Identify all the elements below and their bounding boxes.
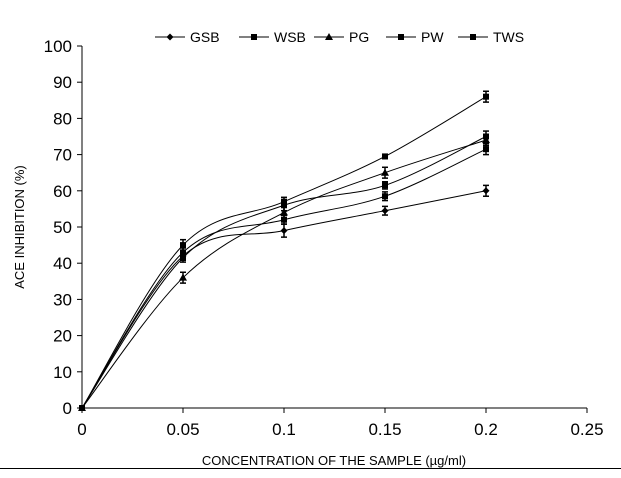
point-wsb [382, 193, 388, 200]
y-tick-label: 90 [53, 73, 72, 92]
series-line-wsb [81, 148, 487, 409]
point-gsb [482, 187, 490, 195]
y-tick-label: 80 [53, 109, 72, 128]
point-pw [483, 93, 489, 100]
x-tick-label: 0 [77, 420, 86, 439]
legend-label-wsb: WSB [274, 29, 306, 45]
x-tick-label: 0.05 [166, 420, 199, 439]
legend-label-pg: PG [349, 29, 369, 45]
x-tick-label: 0.2 [474, 420, 498, 439]
legend-marker-gsb [166, 33, 174, 41]
series-pg [78, 133, 490, 411]
series-line-pw [81, 96, 487, 409]
point-pg [280, 208, 288, 216]
legend: GSB WSB PG PW TWS [155, 29, 524, 45]
series-line-tws [81, 136, 487, 409]
point-gsb [381, 207, 389, 215]
y-tick-label: 10 [53, 363, 72, 382]
series-line-gsb [81, 190, 487, 409]
legend-label-tws: TWS [493, 29, 524, 45]
point-pg [179, 273, 187, 281]
y-tick-label: 40 [53, 254, 72, 273]
legend-item-gsb: GSB [155, 29, 220, 45]
point-tws [382, 182, 388, 189]
legend-item-pg: PG [314, 29, 369, 45]
point-tws [180, 254, 186, 261]
point-wsb [281, 216, 287, 223]
point-wsb [180, 249, 186, 256]
y-tick-label: 50 [53, 218, 72, 237]
y-tick-label: 30 [53, 290, 72, 309]
series-tws [79, 130, 489, 411]
y-tick-label: 100 [44, 37, 72, 56]
point-gsb [280, 227, 288, 235]
legend-item-wsb: WSB [239, 29, 306, 45]
point-wsb [483, 146, 489, 153]
legend-item-pw: PW [386, 29, 444, 45]
y-tick-label: 0 [63, 399, 72, 418]
legend-label-pw: PW [421, 29, 444, 45]
point-tws [483, 133, 489, 140]
legend-marker-tws [470, 34, 476, 40]
x-tick-label: 0.1 [272, 420, 296, 439]
bottom-rule [0, 468, 621, 469]
point-tws [79, 405, 85, 411]
point-pg [381, 168, 389, 176]
point-tws [281, 202, 287, 209]
legend-label-gsb: GSB [190, 29, 220, 45]
legend-marker-pg [325, 33, 333, 40]
legend-item-tws: TWS [458, 29, 524, 45]
series-wsb [79, 142, 489, 411]
x-axis: 0 0.05 0.1 0.15 0.2 0.25 [77, 407, 604, 439]
series-line-pg [81, 139, 487, 409]
point-pw [180, 242, 186, 249]
y-axis: 0 10 20 30 40 50 60 70 80 90 100 [44, 37, 83, 418]
y-tick-label: 60 [53, 182, 72, 201]
y-tick-label: 20 [53, 327, 72, 346]
legend-marker-pw [398, 34, 404, 40]
y-tick-label: 70 [53, 146, 72, 165]
y-axis-title: ACE INHIBITION (%) [12, 165, 27, 289]
series-layer [78, 90, 490, 412]
x-tick-label: 0.15 [368, 420, 401, 439]
legend-marker-wsb [251, 34, 257, 40]
series-pw [79, 90, 489, 411]
x-tick-label: 0.25 [570, 420, 603, 439]
x-axis-title: CONCENTRATION OF THE SAMPLE (µg/ml) [202, 453, 466, 468]
point-pw [382, 153, 388, 160]
